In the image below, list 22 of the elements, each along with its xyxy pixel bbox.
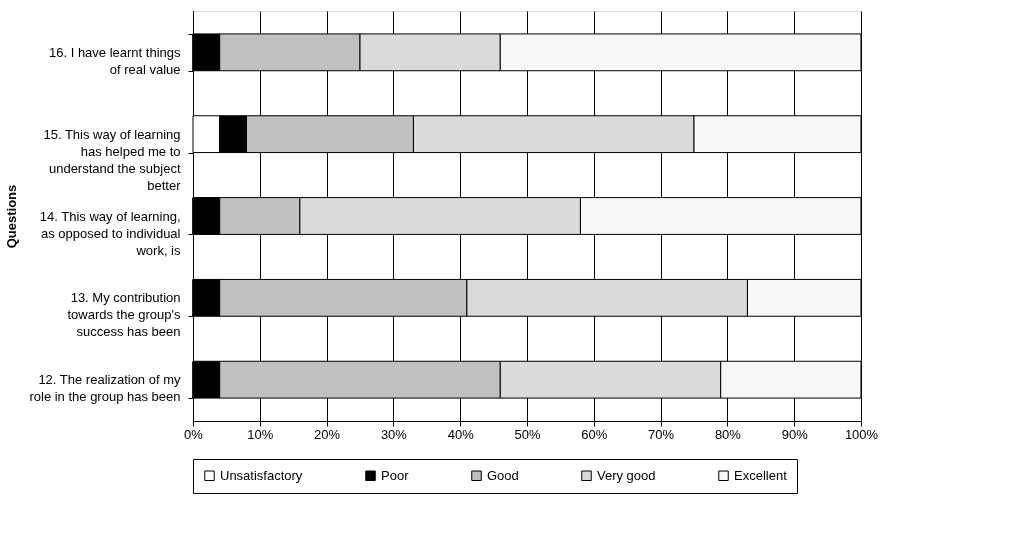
legend-label: Unsatisfactory bbox=[220, 467, 303, 483]
x-tick-label: 20% bbox=[314, 426, 341, 442]
y-tick-label: 14. This way of learning, as opposed to individual work, is bbox=[39, 208, 181, 258]
x-tick-label: 90% bbox=[781, 426, 809, 442]
x-tick-label: 30% bbox=[380, 426, 408, 442]
y-axis-title: Questions bbox=[4, 184, 20, 249]
y-tick-label: 16. I have learnt things of real value bbox=[48, 44, 181, 77]
x-tick-label: 80% bbox=[714, 426, 742, 442]
legend-label: Good bbox=[487, 467, 519, 483]
x-tick-label: 40% bbox=[447, 426, 475, 442]
y-tick-label: 15. This way of learning has helped me to understand the subject better bbox=[43, 126, 182, 193]
x-tick-label: 50% bbox=[514, 426, 541, 442]
y-tick-label: 12. The realization of my role in the group has been bbox=[29, 372, 181, 405]
x-tick-label: 100% bbox=[844, 426, 879, 442]
legend-label: Excellent bbox=[734, 467, 788, 483]
x-tick-label: 60% bbox=[581, 426, 608, 442]
x-tick-label: 70% bbox=[648, 426, 675, 442]
x-tick-label: 10% bbox=[247, 426, 274, 442]
legend-label: Poor bbox=[381, 467, 410, 483]
y-tick-label: 13. My contribution towards the group's success has been bbox=[67, 290, 181, 340]
legend-label: Very good bbox=[597, 467, 656, 483]
x-tick-label: 0% bbox=[184, 426, 204, 442]
